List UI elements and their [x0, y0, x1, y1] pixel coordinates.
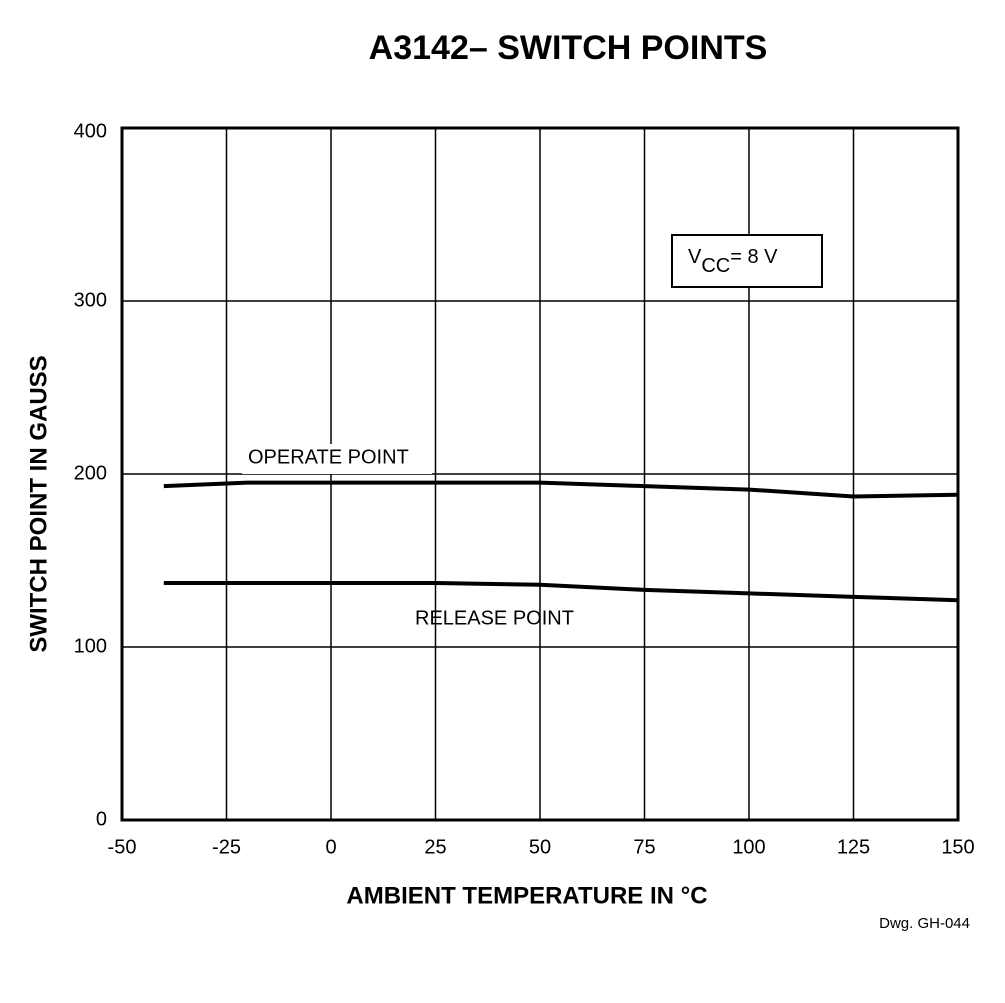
x-tick-label: 75	[633, 836, 655, 858]
x-tick-label: -25	[212, 836, 241, 858]
condition-symbol: V	[688, 246, 702, 268]
x-tick-label: 100	[732, 836, 765, 858]
x-tick-label: 50	[529, 836, 551, 858]
x-axis-title: AMBIENT TEMPERATURE IN °C	[346, 882, 707, 909]
y-tick-label: 400	[74, 120, 107, 142]
y-tick-label: 200	[74, 462, 107, 484]
lines	[163, 480, 959, 603]
y-tick-label: 300	[74, 289, 107, 311]
footnote: Dwg. GH-044	[879, 915, 970, 932]
chart-title: A3142– SWITCH POINTS	[369, 29, 768, 67]
plot-frame	[120, 126, 960, 822]
x-tick-label: -50	[108, 836, 137, 858]
x-tick-label: 25	[424, 836, 446, 858]
x-tick-label: 150	[941, 836, 974, 858]
condition-text: = 8 V	[730, 246, 778, 268]
condition-label: VCC= 8 V	[688, 246, 778, 277]
y-axis-title: SWITCH POINT IN GAUSS	[25, 355, 52, 652]
x-tick-label: 0	[325, 836, 336, 858]
series-label: RELEASE POINT	[415, 607, 574, 629]
y-tick-label: 0	[96, 808, 107, 830]
y-tick-label: 100	[74, 635, 107, 657]
series-line	[163, 580, 959, 603]
series-line	[163, 480, 959, 499]
condition-box	[671, 234, 823, 288]
x-tick-label: 125	[837, 836, 870, 858]
series-label: OPERATE POINT	[248, 446, 409, 468]
condition-subscript: CC	[701, 255, 730, 277]
label-background	[242, 444, 432, 474]
